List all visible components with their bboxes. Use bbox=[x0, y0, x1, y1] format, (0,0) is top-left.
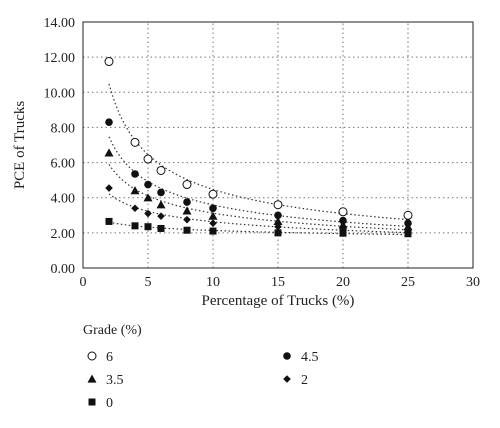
y-tick-label: 4.00 bbox=[51, 192, 76, 207]
legend: 6 4.5 3.5 2 0 bbox=[87, 350, 319, 411]
x-tick-label: 10 bbox=[206, 275, 220, 290]
legend-label: 3.5 bbox=[106, 373, 124, 388]
y-tick-label: 2.00 bbox=[51, 227, 76, 242]
data-point-grade-0 bbox=[105, 217, 113, 225]
legend-label: 0 bbox=[106, 396, 113, 411]
x-tick-label: 15 bbox=[271, 275, 285, 290]
data-point-grade-0 bbox=[131, 222, 139, 230]
data-point-grade-2 bbox=[157, 212, 165, 220]
x-tick-label: 20 bbox=[336, 275, 350, 290]
data-point-grade-2 bbox=[339, 225, 347, 234]
x-tick-label: 25 bbox=[401, 275, 415, 290]
data-point-grade-0 bbox=[209, 227, 217, 235]
data-point-grade-0 bbox=[274, 229, 282, 237]
trendline-3-5 bbox=[108, 164, 409, 231]
data-point-grade-3-5 bbox=[273, 216, 283, 226]
y-tick-label: 12.00 bbox=[44, 51, 76, 66]
data-point-grade-6 bbox=[130, 137, 140, 147]
data-point-grade-6 bbox=[156, 165, 166, 175]
data-point-grade-2 bbox=[183, 215, 191, 224]
x-tick-label: 30 bbox=[466, 275, 480, 290]
data-point-grade-3-5 bbox=[104, 148, 114, 157]
y-tick-label: 8.00 bbox=[51, 121, 76, 136]
legend-marker-4-5 bbox=[283, 352, 291, 360]
data-point-grade-6 bbox=[208, 189, 218, 199]
data-point-grade-6 bbox=[143, 154, 153, 164]
data-point-grade-4-5 bbox=[144, 180, 152, 189]
data-point-grade-6 bbox=[104, 57, 114, 67]
data-point-grade-0 bbox=[404, 230, 412, 238]
y-tick-label: 6.00 bbox=[51, 157, 76, 172]
trendlines bbox=[108, 83, 409, 236]
y-tick-label: 10.00 bbox=[44, 86, 76, 101]
data-point-grade-4-5 bbox=[105, 118, 113, 126]
y-tick-label: 14.00 bbox=[44, 16, 76, 31]
data-point-grade-3-5 bbox=[208, 211, 218, 220]
data-point-grade-3-5 bbox=[156, 200, 166, 209]
data-point-grade-6 bbox=[338, 207, 348, 217]
data-point-grade-4-5 bbox=[131, 170, 139, 178]
x-axis-title: Percentage of Trucks (%) bbox=[202, 293, 355, 309]
data-point-grade-6 bbox=[273, 200, 283, 210]
data-points bbox=[104, 57, 413, 238]
data-point-grade-3-5 bbox=[182, 206, 192, 215]
data-point-grade-0 bbox=[339, 229, 347, 237]
plot-area-border bbox=[82, 21, 474, 269]
data-point-grade-3-5 bbox=[130, 186, 140, 195]
data-point-grade-4-5 bbox=[157, 188, 165, 197]
data-point-grade-2 bbox=[105, 184, 113, 192]
trendline-6 bbox=[108, 83, 409, 221]
legend-label: 4.5 bbox=[301, 350, 319, 365]
data-point-grade-3-5 bbox=[143, 193, 153, 202]
data-point-grade-0 bbox=[157, 224, 165, 232]
data-point-grade-2 bbox=[144, 209, 152, 218]
data-point-grade-3-5 bbox=[403, 222, 413, 231]
y-tick-label: 0.00 bbox=[51, 262, 76, 277]
data-point-grade-2 bbox=[209, 219, 217, 227]
trendline-2 bbox=[108, 193, 409, 234]
data-point-grade-6 bbox=[403, 210, 413, 220]
data-point-grade-2 bbox=[131, 204, 139, 213]
x-tick-label: 0 bbox=[80, 275, 87, 290]
data-point-grade-0 bbox=[183, 226, 191, 234]
data-point-grade-4-5 bbox=[274, 211, 282, 220]
legend-marker-3-5 bbox=[87, 374, 97, 383]
data-point-grade-4-5 bbox=[209, 204, 217, 213]
legend-marker-6 bbox=[87, 351, 97, 361]
data-point-grade-3-5 bbox=[338, 220, 348, 229]
data-point-grade-0 bbox=[144, 223, 152, 231]
legend-label: 6 bbox=[106, 350, 113, 365]
legend-title: Grade (%) bbox=[83, 323, 142, 338]
tick-labels: 0.00 2.00 4.00 6.00 8.00 10.00 12.00 14.00 0 5 10 1… bbox=[44, 16, 481, 290]
data-point-grade-2 bbox=[274, 222, 282, 231]
legend-label: 2 bbox=[301, 373, 308, 388]
data-point-grade-4-5 bbox=[183, 198, 191, 206]
x-tick-label: 5 bbox=[145, 275, 152, 290]
legend-marker-2 bbox=[283, 375, 291, 383]
data-point-grade-6 bbox=[182, 180, 192, 190]
trendline-4-5 bbox=[108, 136, 409, 227]
y-axis-title: PCE of Trucks bbox=[12, 101, 28, 190]
legend-marker-0 bbox=[88, 398, 96, 406]
